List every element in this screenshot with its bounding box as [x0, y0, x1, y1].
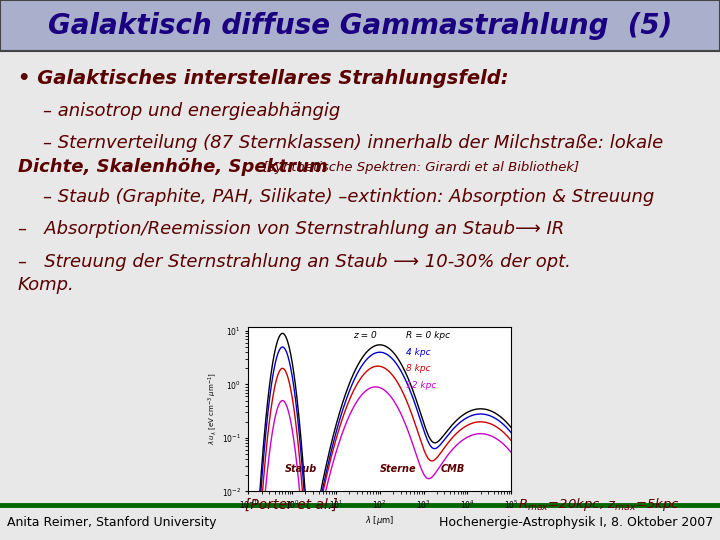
Text: Anita Reimer, Stanford University: Anita Reimer, Stanford University [7, 516, 217, 529]
Text: Galaktisch diffuse Gammastrahlung  (5): Galaktisch diffuse Gammastrahlung (5) [48, 12, 672, 40]
Text: –   Streuung der Sternstrahlung an Staub ⟶ 10-30% der opt.: – Streuung der Sternstrahlung an Staub ⟶… [18, 253, 571, 271]
Text: – anisotrop und energieabhängig: – anisotrop und energieabhängig [43, 102, 341, 120]
Text: $R_{max}$=20kpc, $z_{max}$=5kpc: $R_{max}$=20kpc, $z_{max}$=5kpc [518, 496, 680, 514]
Text: CMB: CMB [440, 464, 464, 474]
FancyBboxPatch shape [0, 0, 720, 51]
Text: Staub: Staub [285, 464, 318, 474]
Text: – Staub (Graphite, PAH, Silikate) –extinktion: Absorption & Streuung: – Staub (Graphite, PAH, Silikate) –extin… [43, 188, 654, 206]
Y-axis label: $\lambda\, u_\lambda$ [eV cm$^{-3}$ $\mu$m$^{-1}$]: $\lambda\, u_\lambda$ [eV cm$^{-3}$ $\mu… [206, 373, 219, 446]
Text: [Porter et al.]: [Porter et al.] [245, 498, 338, 512]
X-axis label: $\lambda$ [$\mu$m]: $\lambda$ [$\mu$m] [365, 514, 395, 527]
Text: Sterne: Sterne [380, 464, 416, 474]
Text: z = 0: z = 0 [354, 331, 377, 340]
Text: Dichte, Skalenhöhe, Spektrum: Dichte, Skalenhöhe, Spektrum [18, 158, 328, 177]
Text: 8 kpc: 8 kpc [406, 364, 431, 373]
Text: • Galaktisches interstellares Strahlungsfeld:: • Galaktisches interstellares Strahlungs… [18, 69, 508, 88]
Text: R = 0 kpc: R = 0 kpc [406, 331, 450, 340]
Text: 4 kpc: 4 kpc [406, 348, 431, 357]
Text: Komp.: Komp. [18, 276, 75, 294]
Text: Hochenergie-Astrophysik I, 8. Oktober 2007: Hochenergie-Astrophysik I, 8. Oktober 20… [438, 516, 713, 529]
Text: [synthetische Spektren: Girardi et al Bibliothek]: [synthetische Spektren: Girardi et al Bi… [263, 161, 579, 174]
Text: –   Absorption/Reemission von Sternstrahlung an Staub⟶ IR: – Absorption/Reemission von Sternstrahlu… [18, 220, 564, 239]
Text: – Sternverteilung (87 Sternklassen) innerhalb der Milchstraße: lokale: – Sternverteilung (87 Sternklassen) inne… [43, 134, 663, 152]
Text: 12 kpc: 12 kpc [406, 381, 436, 390]
